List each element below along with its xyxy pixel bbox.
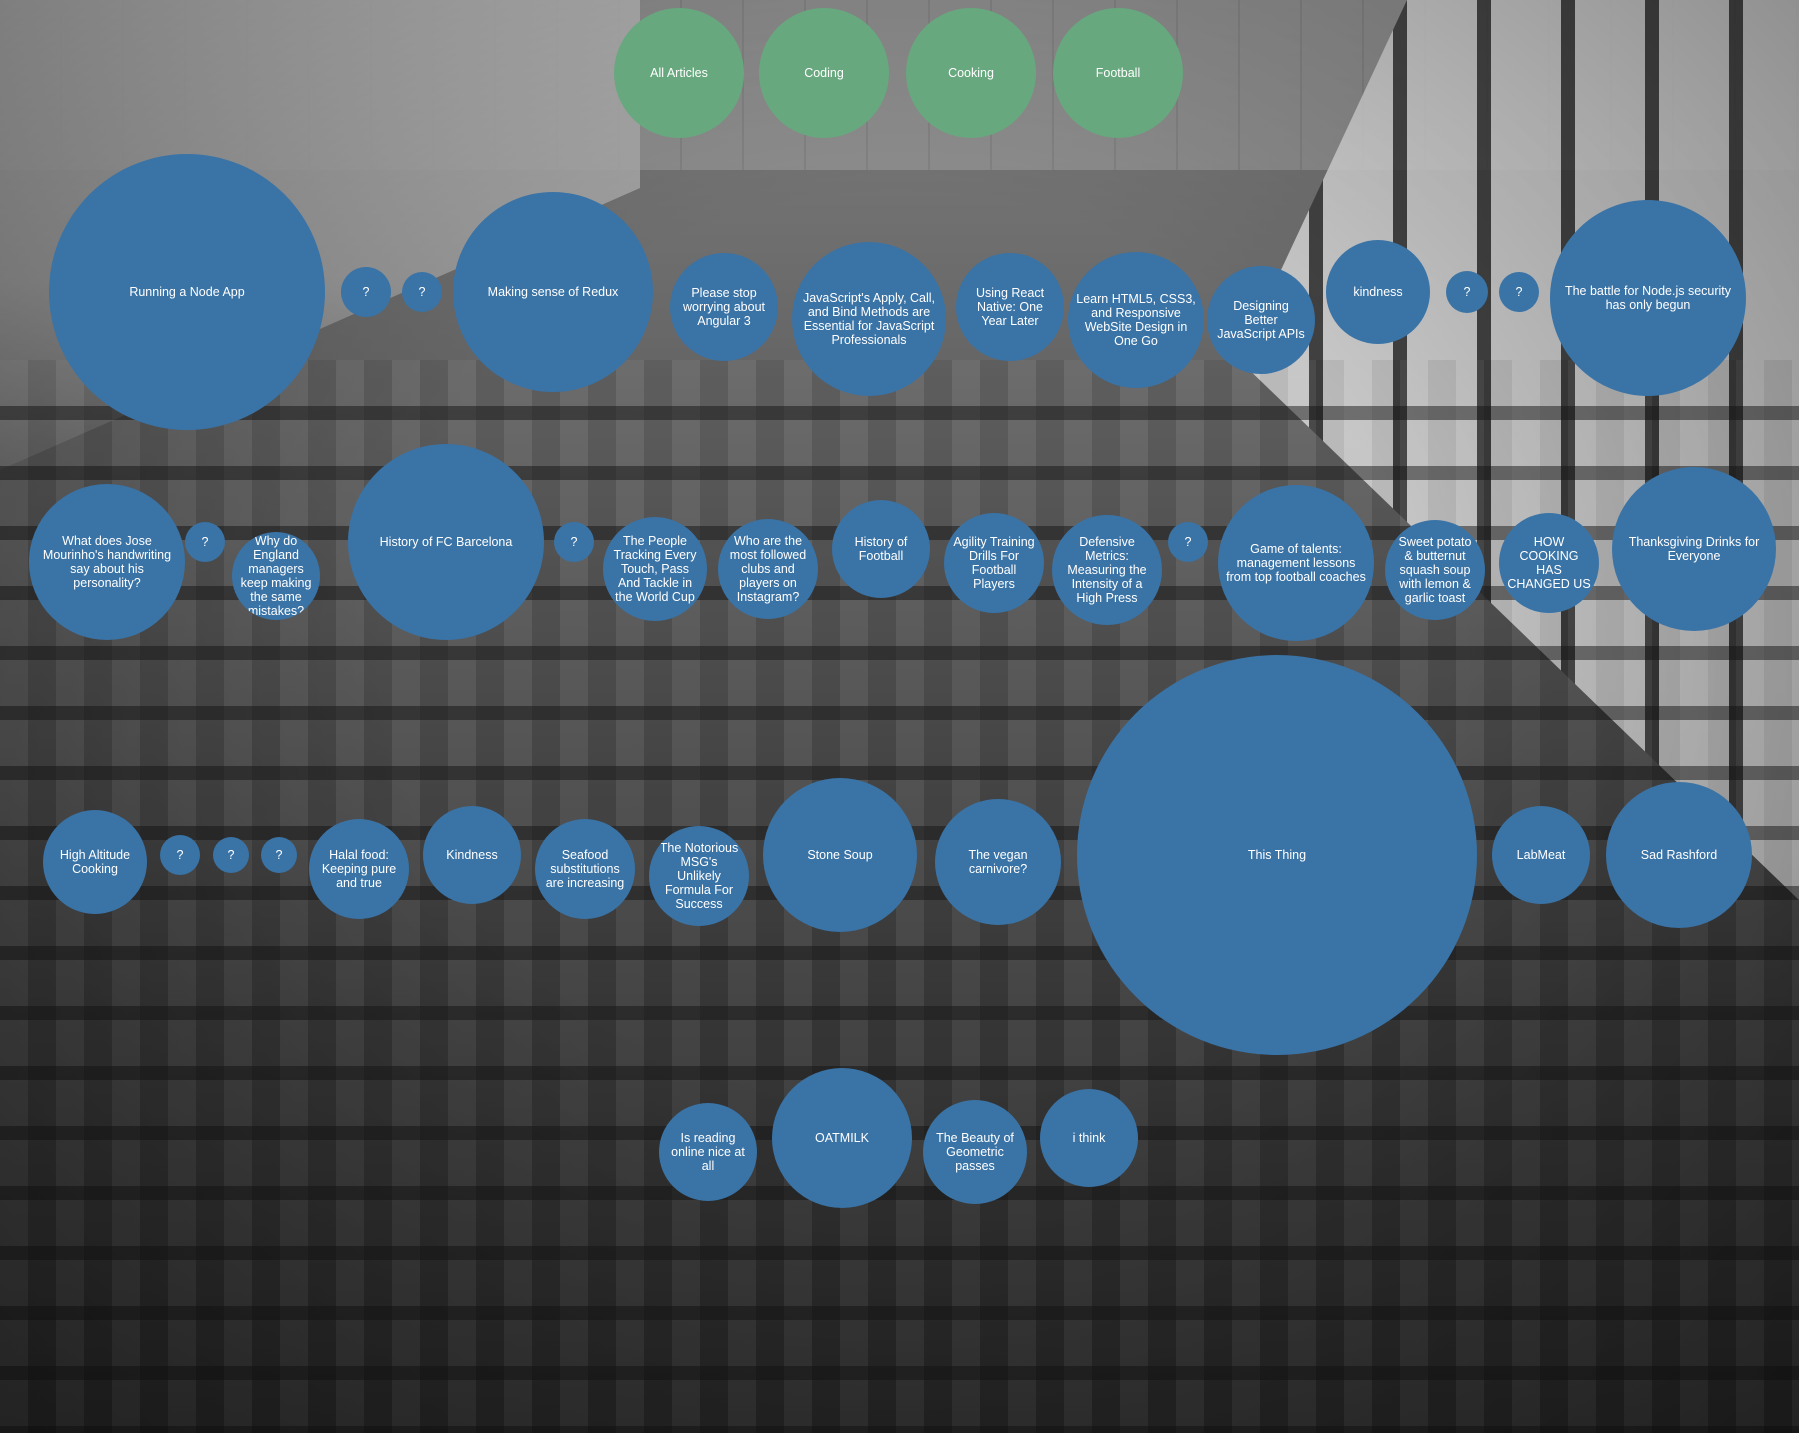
article-title: i think <box>1072 1130 1106 1145</box>
article-title: Running a Node App <box>129 284 245 299</box>
article-bubble-stone-soup[interactable]: Stone Soup <box>763 778 917 932</box>
article-title: Kindness <box>446 847 498 862</box>
article-bubble-q8[interactable]: ? <box>160 835 200 875</box>
article-title: ? <box>1463 284 1471 299</box>
article-bubble-vegan[interactable]: The vegan carnivore? <box>935 799 1061 925</box>
category-label: Football <box>1095 65 1141 80</box>
article-title: ? <box>201 534 209 549</box>
article-bubble-node-app[interactable]: Running a Node App <box>49 154 325 430</box>
article-title: Defensive Metrics: Measuring the Intensi… <box>1067 534 1147 606</box>
article-bubble-i-think[interactable]: i think <box>1040 1089 1138 1187</box>
article-title: HOW COOKING HAS CHANGED US <box>1507 534 1591 592</box>
article-bubble-q1[interactable]: ? <box>341 267 391 317</box>
article-title: Game of talents: management lessons from… <box>1226 541 1366 585</box>
article-title: ? <box>176 847 184 862</box>
article-title: Sweet potato & butternut squash soup wit… <box>1398 534 1472 606</box>
article-bubble-instagram[interactable]: Who are the most followed clubs and play… <box>718 519 818 619</box>
category-bubble-coding[interactable]: Coding <box>759 8 889 138</box>
category-label: Coding <box>804 65 844 80</box>
article-bubble-node-security[interactable]: The battle for Node.js security has only… <box>1550 200 1746 396</box>
article-title: ? <box>1184 534 1192 549</box>
article-bubble-tracking[interactable]: The People Tracking Every Touch, Pass An… <box>603 517 707 621</box>
article-title: The Notorious MSG's Unlikely Formula For… <box>659 840 739 912</box>
article-title: ? <box>1515 284 1523 299</box>
article-bubble-kindness-upper[interactable]: Kindness <box>423 806 521 904</box>
article-bubble-labmeat[interactable]: LabMeat <box>1492 806 1590 904</box>
article-bubble-rashford[interactable]: Sad Rashford <box>1606 782 1752 928</box>
article-bubble-q2[interactable]: ? <box>402 272 442 312</box>
article-title: ? <box>418 284 426 299</box>
article-title: Halal food: Keeping pure and true <box>321 847 397 891</box>
article-bubble-reading-online[interactable]: Is reading online nice at all <box>659 1103 757 1201</box>
article-bubble-q9[interactable]: ? <box>213 837 249 873</box>
article-bubble-q6[interactable]: ? <box>554 522 594 562</box>
article-bubble-mourinho[interactable]: What does Jose Mourinho's handwriting sa… <box>29 484 185 640</box>
article-title: Designing Better JavaScript APIs <box>1217 298 1305 342</box>
category-bubble-all[interactable]: All Articles <box>614 8 744 138</box>
article-title: What does Jose Mourinho's handwriting sa… <box>42 533 172 591</box>
article-title: Agility Training Drills For Football Pla… <box>953 534 1035 592</box>
article-bubble-q3[interactable]: ? <box>1446 271 1488 313</box>
article-bubble-england[interactable]: Why do England managers keep making the … <box>232 532 320 620</box>
article-title: The battle for Node.js security has only… <box>1564 283 1732 312</box>
article-bubble-q5[interactable]: ? <box>185 522 225 562</box>
article-title: Sad Rashford <box>1640 847 1718 862</box>
article-title: Seafood substitutions are increasing <box>545 847 625 891</box>
article-title: History of FC Barcelona <box>379 534 513 549</box>
article-title: The People Tracking Every Touch, Pass An… <box>613 533 697 605</box>
article-title: Who are the most followed clubs and play… <box>729 533 807 605</box>
article-bubble-redux[interactable]: Making sense of Redux <box>453 192 653 392</box>
category-label: All Articles <box>650 65 708 80</box>
article-bubble-geometric[interactable]: The Beauty of Geometric passes <box>923 1100 1027 1204</box>
article-bubble-talents[interactable]: Game of talents: management lessons from… <box>1218 485 1374 641</box>
article-bubble-high-altitude[interactable]: High Altitude Cooking <box>43 810 147 914</box>
article-bubble-html5[interactable]: Learn HTML5, CSS3, and Responsive WebSit… <box>1068 252 1204 388</box>
article-bubble-agility[interactable]: Agility Training Drills For Football Pla… <box>944 513 1044 613</box>
article-title: This Thing <box>1247 847 1307 862</box>
article-bubble-defensive[interactable]: Defensive Metrics: Measuring the Intensi… <box>1052 515 1162 625</box>
article-title: Please stop worrying about Angular 3 <box>683 285 765 329</box>
article-bubble-oatmilk[interactable]: OATMILK <box>772 1068 912 1208</box>
article-title: Thanksgiving Drinks for Everyone <box>1628 534 1760 563</box>
article-title: Stone Soup <box>807 847 873 862</box>
article-title: JavaScript's Apply, Call, and Bind Metho… <box>802 290 936 348</box>
article-bubble-how-cooking[interactable]: HOW COOKING HAS CHANGED US <box>1499 513 1599 613</box>
article-bubble-kindness-lower[interactable]: kindness <box>1326 240 1430 344</box>
article-bubble-history-football[interactable]: History of Football <box>832 500 930 598</box>
article-bubble-sweet-potato[interactable]: Sweet potato & butternut squash soup wit… <box>1385 520 1485 620</box>
article-bubble-this-thing[interactable]: This Thing <box>1077 655 1477 1055</box>
article-bubble-thanksgiving[interactable]: Thanksgiving Drinks for Everyone <box>1612 467 1776 631</box>
category-bubble-football[interactable]: Football <box>1053 8 1183 138</box>
article-title: Making sense of Redux <box>487 284 619 299</box>
article-title: ? <box>227 847 235 862</box>
category-bubble-cooking[interactable]: Cooking <box>906 8 1036 138</box>
article-title: ? <box>275 847 283 862</box>
article-title: Why do England managers keep making the … <box>240 533 312 619</box>
article-title: OATMILK <box>815 1130 869 1145</box>
article-title: ? <box>362 284 370 299</box>
article-title: LabMeat <box>1516 847 1566 862</box>
article-title: The vegan carnivore? <box>968 847 1028 876</box>
article-bubble-angular3[interactable]: Please stop worrying about Angular 3 <box>670 253 778 361</box>
article-title: ? <box>570 534 578 549</box>
article-bubble-q7[interactable]: ? <box>1168 522 1208 562</box>
category-label: Cooking <box>948 65 994 80</box>
article-bubble-js-apis[interactable]: Designing Better JavaScript APIs <box>1207 266 1315 374</box>
article-title: kindness <box>1353 284 1403 299</box>
article-title: Learn HTML5, CSS3, and Responsive WebSit… <box>1076 291 1196 349</box>
article-title: High Altitude Cooking <box>59 847 131 876</box>
article-bubble-react-native[interactable]: Using React Native: One Year Later <box>956 253 1064 361</box>
article-title: Using React Native: One Year Later <box>975 285 1045 329</box>
article-bubble-barcelona[interactable]: History of FC Barcelona <box>348 444 544 640</box>
article-bubble-halal[interactable]: Halal food: Keeping pure and true <box>309 819 409 919</box>
article-title: Is reading online nice at all <box>671 1130 745 1174</box>
article-title: The Beauty of Geometric passes <box>936 1130 1014 1174</box>
article-bubble-apply-call-bind[interactable]: JavaScript's Apply, Call, and Bind Metho… <box>792 242 946 396</box>
article-bubble-seafood[interactable]: Seafood substitutions are increasing <box>535 819 635 919</box>
article-bubble-q4[interactable]: ? <box>1499 272 1539 312</box>
article-title: History of Football <box>854 534 908 563</box>
article-bubble-q10[interactable]: ? <box>261 837 297 873</box>
article-bubble-msg[interactable]: The Notorious MSG's Unlikely Formula For… <box>649 826 749 926</box>
